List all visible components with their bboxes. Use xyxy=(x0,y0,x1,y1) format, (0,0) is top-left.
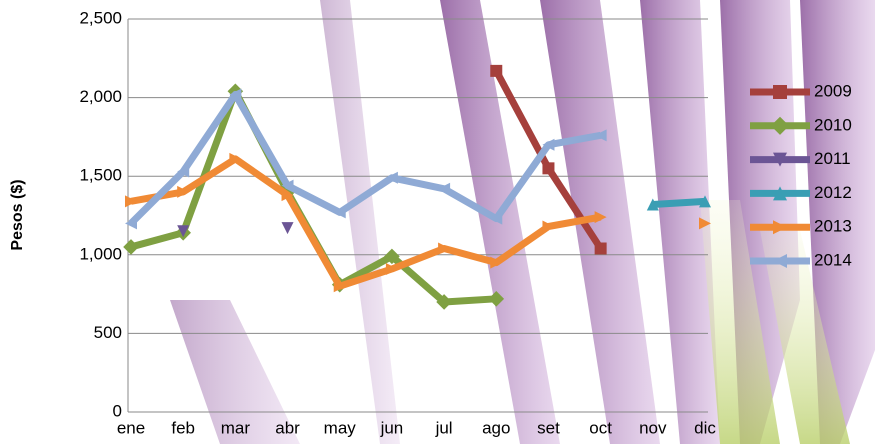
x-tick-label: feb xyxy=(171,418,195,437)
x-tick-label: jun xyxy=(380,418,404,437)
x-tick-label: may xyxy=(324,418,357,437)
marker xyxy=(773,85,787,99)
y-tick-label: 1,000 xyxy=(79,244,122,263)
x-tick-label: dic xyxy=(694,418,716,437)
marker xyxy=(123,239,139,255)
marker xyxy=(595,243,607,255)
x-tick-label: nov xyxy=(639,418,667,437)
x-tick-label: mar xyxy=(221,418,251,437)
x-tick-label: set xyxy=(537,418,560,437)
legend-label: 2014 xyxy=(814,250,852,269)
x-tick-label: oct xyxy=(589,418,612,437)
legend-label: 2010 xyxy=(814,115,852,134)
legend-label: 2012 xyxy=(814,183,852,202)
y-tick-label: 2,500 xyxy=(79,8,122,27)
legend-label: 2009 xyxy=(814,81,852,100)
series-line xyxy=(653,201,705,204)
y-axis-title: Pesos ($) xyxy=(9,179,26,250)
chart: Pesos ($) 05001,0001,5002,0002,500enefeb… xyxy=(0,0,875,444)
x-tick-label: jul xyxy=(435,418,453,437)
marker xyxy=(490,65,502,77)
legend-label: 2011 xyxy=(814,149,851,168)
marker xyxy=(282,222,294,234)
legend-label: 2013 xyxy=(814,217,852,236)
x-tick-label: ago xyxy=(482,418,510,437)
y-tick-label: 1,500 xyxy=(79,166,122,185)
x-tick-label: abr xyxy=(275,418,300,437)
background-decoration xyxy=(170,0,875,444)
y-tick-label: 500 xyxy=(94,323,122,342)
marker xyxy=(542,162,554,174)
y-tick-label: 2,000 xyxy=(79,87,122,106)
x-tick-label: ene xyxy=(117,418,145,437)
